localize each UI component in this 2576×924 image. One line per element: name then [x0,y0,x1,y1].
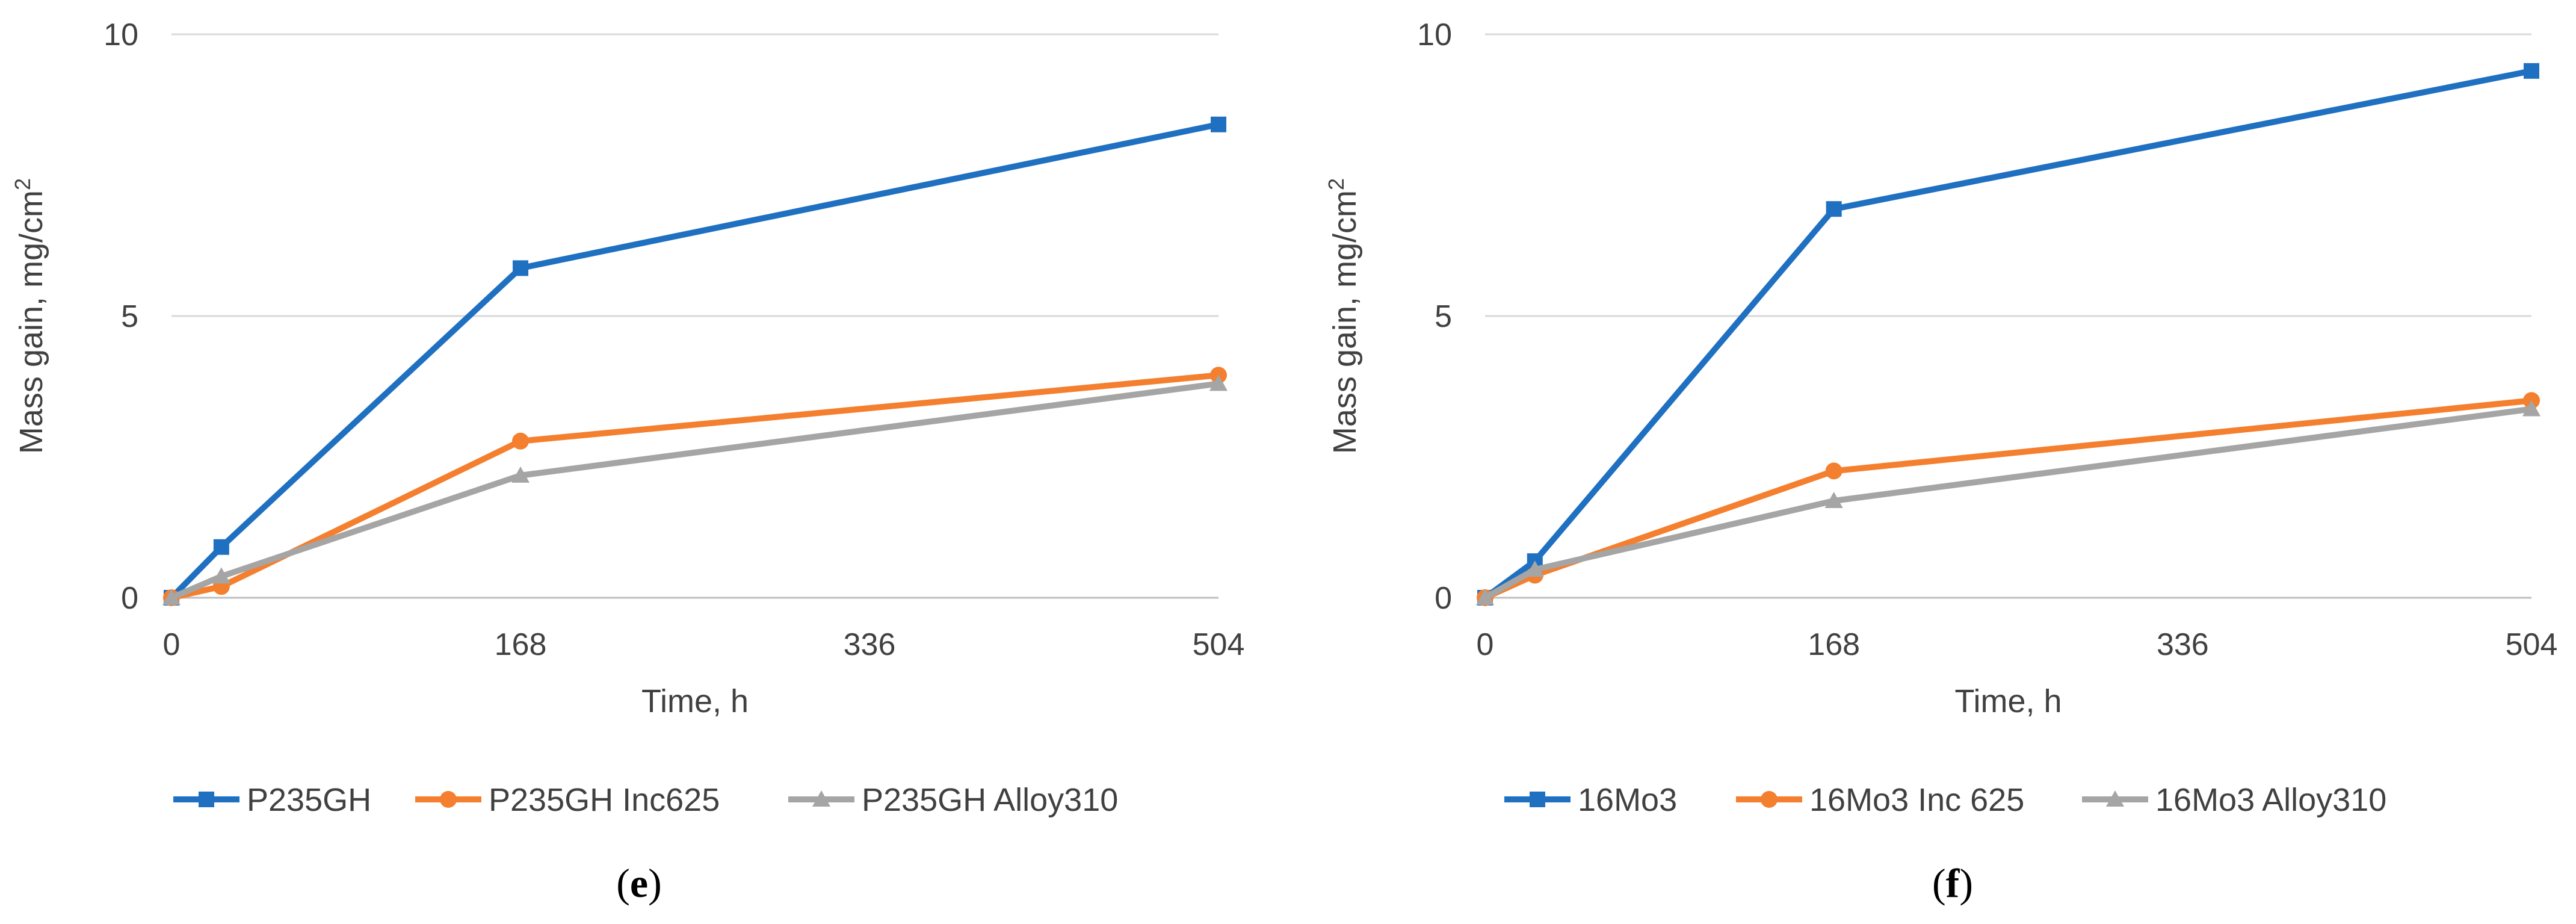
x-axis-title: Time, h [641,683,749,719]
y-tick-label: 10 [1417,17,1452,52]
legend-marker [1761,791,1778,808]
legend-marker [812,790,830,807]
y-tick-label: 0 [121,581,138,616]
data-point [1209,374,1228,391]
legend-label: 16Mo3 Alloy310 [2155,782,2386,818]
data-point [162,589,181,605]
legend-label: 16Mo3 Inc 625 [1809,782,2024,818]
legend-label: P235GH Alloy310 [862,782,1118,818]
y-tick-label: 10 [103,17,138,52]
data-point [1211,116,1226,132]
y-axis-title: Mass gain, mg/cm2 [1324,178,1363,454]
x-axis-title: Time, h [1954,683,2062,719]
data-point [1824,492,1843,509]
data-point [213,539,229,555]
x-tick-label: 336 [2157,627,2209,662]
data-point [2524,63,2539,79]
data-point [1825,462,1842,480]
legend-label: P235GH Inc625 [489,782,720,818]
x-tick-label: 336 [844,627,896,662]
chart-panel-e: 0 5 10 0 168 336 504 Time, h Mass gain, mg/cm2 P2… [10,17,1244,906]
legend-label: 16Mo3 [1578,782,1677,818]
legend-marker [199,792,214,807]
x-tick-label: 504 [1193,627,1245,662]
legend-marker [1530,792,1545,807]
series-line [1482,67,2534,601]
panel-label: (f) [1932,860,1973,906]
data-point [512,432,529,450]
x-tick-label: 168 [1808,627,1860,662]
x-tick-label: 0 [1477,627,1494,662]
series-line [168,121,1222,601]
y-tick-label: 5 [1435,299,1452,334]
data-point [513,260,528,276]
data-point [2522,400,2540,417]
x-tick-label: 168 [495,627,547,662]
y-tick-label: 5 [121,299,138,334]
series-line [168,372,1222,601]
legend-marker [440,791,457,808]
series-line [1482,406,2534,601]
series-line [168,380,1222,601]
x-tick-label: 504 [2506,627,2558,662]
panel-label: (e) [616,860,662,906]
data-point [511,466,530,483]
y-tick-label: 0 [1435,581,1452,616]
chart-panel-f: 0 5 10 0 168 336 504 Time, h Mass gain, mg/cm2 16… [1324,17,2557,906]
data-point [1476,589,1494,605]
data-point [1826,201,1842,217]
data-point [1525,560,1544,577]
x-tick-label: 0 [163,627,181,662]
y-axis-title: Mass gain, mg/cm2 [10,178,49,454]
data-point [212,567,230,584]
legend-marker [2106,790,2124,807]
legend-label: P235GH [247,782,371,818]
